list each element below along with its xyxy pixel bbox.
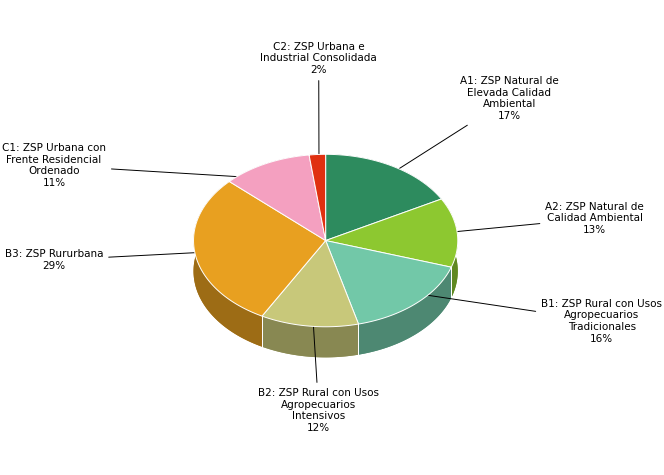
Polygon shape (262, 271, 359, 357)
Polygon shape (229, 155, 309, 212)
Polygon shape (193, 181, 325, 316)
Polygon shape (309, 185, 325, 271)
Text: B3: ZSP Rururbana
29%: B3: ZSP Rururbana 29% (5, 249, 218, 271)
Text: B1: ZSP Rural con Usos
Agropecuarios
Tradicionales
16%: B1: ZSP Rural con Usos Agropecuarios Tra… (401, 291, 662, 343)
Polygon shape (325, 154, 442, 240)
Polygon shape (325, 199, 457, 267)
Polygon shape (193, 212, 325, 347)
Polygon shape (325, 229, 457, 298)
Text: A2: ZSP Natural de
Calidad Ambiental
13%: A2: ZSP Natural de Calidad Ambiental 13% (434, 202, 644, 235)
Polygon shape (442, 199, 457, 298)
Polygon shape (229, 155, 325, 240)
Text: C1: ZSP Urbana con
Frente Residencial
Ordenado
11%: C1: ZSP Urbana con Frente Residencial Or… (2, 143, 275, 188)
Polygon shape (325, 154, 442, 229)
Text: B2: ZSP Rural con Usos
Agropecuarios
Intensivos
12%: B2: ZSP Rural con Usos Agropecuarios Int… (258, 312, 379, 433)
Polygon shape (309, 154, 325, 240)
Polygon shape (325, 240, 452, 324)
Polygon shape (262, 240, 359, 327)
Text: C2: ZSP Urbana e
Industrial Consolidada
2%: C2: ZSP Urbana e Industrial Consolidada … (260, 42, 377, 169)
Polygon shape (359, 267, 452, 355)
Polygon shape (262, 316, 359, 357)
Polygon shape (229, 186, 325, 271)
Polygon shape (193, 181, 262, 347)
Polygon shape (309, 154, 325, 186)
Text: A1: ZSP Natural de
Elevada Calidad
Ambiental
17%: A1: ZSP Natural de Elevada Calidad Ambie… (382, 76, 558, 180)
Polygon shape (325, 271, 452, 355)
Polygon shape (325, 185, 442, 271)
